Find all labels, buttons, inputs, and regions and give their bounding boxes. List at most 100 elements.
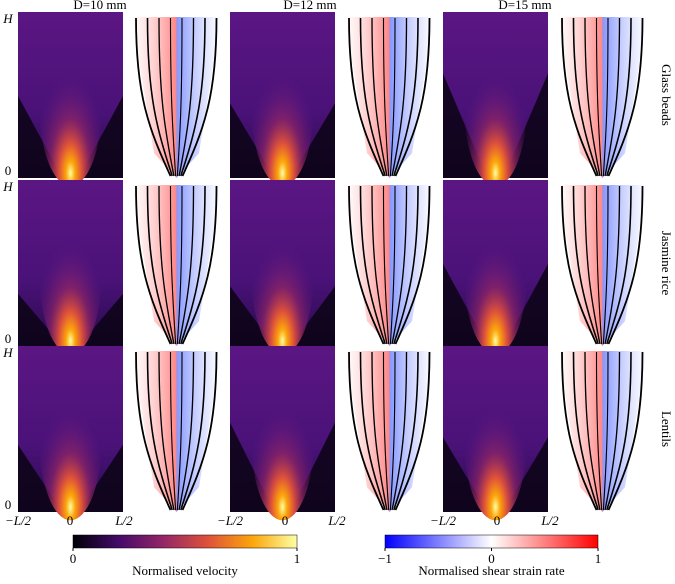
velocity-hot	[464, 188, 527, 355]
streamline	[595, 17, 603, 177]
y-bottom-label: 0	[5, 163, 12, 178]
streamline	[604, 351, 621, 511]
streamline	[146, 351, 173, 511]
strain-positive	[345, 17, 390, 178]
strain-positive	[132, 185, 177, 346]
strain-positive	[132, 17, 177, 178]
y-bottom-label: 0	[5, 497, 12, 512]
velocity-hot	[39, 354, 102, 521]
strain-negative	[602, 17, 647, 178]
streamline	[602, 185, 609, 345]
streamline	[572, 351, 599, 511]
streamline	[176, 351, 183, 511]
streamline	[359, 351, 386, 511]
streamline	[180, 185, 206, 345]
streamline	[595, 351, 603, 511]
streamline	[606, 351, 632, 511]
streamline	[158, 351, 175, 511]
x-label: L/2	[540, 513, 559, 528]
stagnant-zone	[443, 263, 488, 346]
streamline	[389, 185, 396, 345]
streamline	[158, 185, 175, 345]
streamline	[348, 17, 385, 177]
streamline	[394, 17, 431, 177]
streamline	[389, 17, 396, 177]
strain-negative	[176, 17, 221, 178]
stagnant-zone	[503, 263, 548, 346]
streamline	[348, 351, 385, 511]
streamline	[604, 17, 621, 177]
streamline	[181, 351, 218, 511]
stagnant-zone	[78, 293, 123, 346]
streamline	[178, 351, 195, 511]
strain-negative	[389, 17, 434, 178]
streamline	[146, 185, 173, 345]
row-label: Jasmine rice	[659, 231, 674, 296]
velocity-hot	[251, 188, 314, 355]
colorbar	[384, 534, 599, 549]
x-label: −L/2	[5, 513, 32, 528]
streamline	[394, 351, 431, 511]
streamline	[394, 185, 431, 345]
x-label: L/2	[327, 513, 346, 528]
streamline	[169, 17, 177, 177]
velocity-hot	[251, 354, 314, 521]
x-label: 0	[494, 513, 501, 528]
colorbar-tick-label: 0	[488, 551, 495, 566]
streamline	[176, 185, 183, 345]
streamline	[393, 185, 419, 345]
streamline	[135, 185, 172, 345]
streamline	[348, 185, 385, 345]
streamline	[606, 185, 632, 345]
streamline	[178, 17, 195, 177]
colorbar-tick-label: 1	[294, 551, 301, 566]
stagnant-zone	[290, 103, 335, 178]
strain-positive	[345, 351, 390, 512]
streamline	[604, 185, 621, 345]
velocity-hot	[39, 188, 102, 355]
y-top-label: H	[2, 179, 13, 194]
streamline	[393, 351, 419, 511]
strain-positive	[132, 351, 177, 512]
strain-positive	[558, 351, 603, 512]
streamline	[572, 185, 599, 345]
streamline	[178, 185, 195, 345]
y-bottom-label: 0	[5, 331, 12, 346]
velocity-hot	[251, 20, 314, 187]
velocity-hot	[464, 354, 527, 521]
streamline	[607, 17, 644, 177]
streamline	[584, 351, 601, 511]
streamline	[561, 185, 598, 345]
streamline	[391, 351, 408, 511]
colorbar	[72, 534, 298, 549]
streamline	[606, 17, 632, 177]
streamline	[181, 185, 218, 345]
streamline	[584, 17, 601, 177]
y-top-label: H	[2, 11, 13, 26]
streamline	[180, 17, 206, 177]
strain-positive	[558, 185, 603, 346]
colorbar-title: Normalised velocity	[132, 563, 238, 578]
streamline	[595, 185, 603, 345]
streamline	[371, 17, 388, 177]
streamline	[371, 351, 388, 511]
colorbar-tick-label: 0	[70, 551, 77, 566]
streamline	[382, 185, 390, 345]
streamline	[607, 351, 644, 511]
streamline	[176, 17, 183, 177]
column-header: D=12 mm	[283, 0, 336, 12]
stagnant-zone	[230, 103, 275, 178]
x-label: L/2	[114, 513, 133, 528]
streamline	[135, 17, 172, 177]
colorbar-tick-label: −1	[378, 551, 392, 566]
colorbar-tick-label: 1	[595, 551, 602, 566]
streamline	[584, 185, 601, 345]
streamline	[158, 17, 175, 177]
streamline	[607, 185, 644, 345]
strain-negative	[602, 185, 647, 346]
row-label: Lentils	[659, 411, 674, 447]
velocity-hot	[464, 20, 527, 187]
colorbar-title: Normalised shear strain rate	[418, 563, 564, 578]
y-top-label: H	[2, 345, 13, 360]
